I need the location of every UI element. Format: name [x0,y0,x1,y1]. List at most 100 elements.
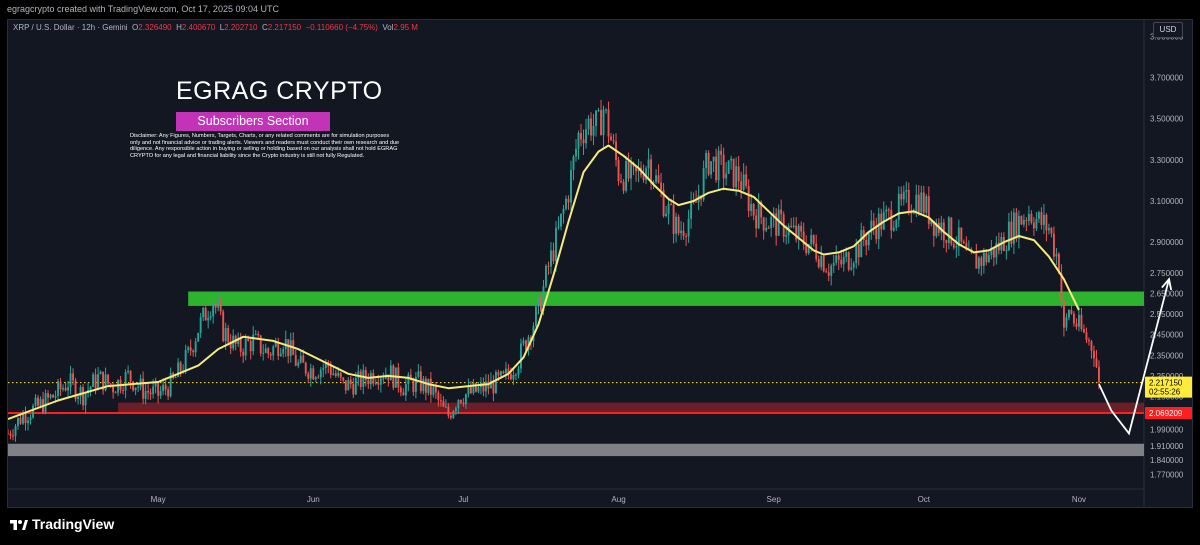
tradingview-wordmark: TradingView [32,516,115,532]
candle-body [197,332,200,342]
candle-body [27,420,29,424]
candle-body [822,255,825,272]
candle-body [357,371,360,379]
candle-body [740,181,743,191]
candle-body [802,231,805,245]
candles-group [8,99,1100,442]
candle-body [1020,216,1023,225]
candle-body [830,265,833,276]
candle-body [474,383,477,392]
candle-body [842,256,845,265]
candle-body [347,379,350,391]
candle-body [204,307,207,321]
candle-body [389,365,392,381]
candle-body [927,196,930,225]
candle-body [259,335,262,354]
candle-body [319,369,322,378]
candle-body [887,209,890,211]
candle-body [747,185,750,211]
candle-body [827,272,830,276]
candle-body [605,109,607,111]
chart-panel[interactable]: 3.9000003.7000003.5000003.3000003.100000… [7,19,1193,508]
candle-body [690,201,693,219]
x-tick-label: Nov [1072,495,1086,504]
candle-body [164,384,167,390]
candle-body [582,139,585,144]
candle-body [59,381,62,390]
disclaimer-text: Disclaimer: Any Figures, Numbers, Target… [130,133,400,159]
candle-body [890,209,893,231]
candle-body [92,374,95,387]
candle-body [507,368,510,374]
moving-average-line [8,144,1080,421]
candle-body [67,387,70,391]
candle-body [600,110,602,136]
low-value: 2.202710 [224,23,258,32]
candle-body [932,220,935,236]
candle-body [617,159,620,182]
candle-body [750,203,753,211]
candle-body [202,307,205,318]
candle-body [567,198,570,203]
candle-body [1077,314,1080,327]
candle-body [685,236,688,238]
candle-body [957,227,960,247]
candle-body [8,433,9,435]
candle-body [902,191,905,200]
price-chart[interactable]: 3.9000003.7000003.5000003.3000003.100000… [8,20,1193,508]
candle-body [727,160,730,174]
candle-body [545,265,547,287]
volume-label: Vol [382,23,394,32]
candle-body [777,209,780,236]
candle-body [502,371,505,374]
candle-body [705,152,708,169]
candle-body [995,242,998,258]
candle-body [955,246,958,248]
candle-body [227,328,230,343]
candle-body [732,158,735,188]
candle-body [207,317,210,321]
candle-body [572,156,575,170]
candle-body [975,253,978,269]
candle-body [94,374,97,389]
candle-body [214,303,217,308]
candle-body [742,174,745,191]
candle-body [272,346,275,356]
candle-body [735,166,738,188]
candle-body [382,378,385,380]
candle-body [294,354,297,366]
candle-body [222,311,225,342]
candle-body [149,392,152,395]
x-tick-label: May [151,495,166,504]
x-tick-label: Oct [918,495,931,504]
candle-body [437,392,440,401]
candle-body [402,392,405,396]
candle-body [535,306,537,327]
candle-body [97,374,100,389]
candle-body [840,259,843,265]
candle-body [595,110,597,126]
candle-body [1088,339,1090,342]
candle-body [302,355,305,363]
candle-body [412,380,415,392]
candle-body [1005,250,1008,252]
candle-body [895,220,898,228]
candle-body [62,387,64,390]
candle-body [587,118,590,130]
candle-body [665,213,668,217]
candle-body [855,244,858,264]
candle-body [189,347,192,351]
candle-body [1047,228,1050,231]
candle-body [374,382,377,384]
candle-body [154,382,157,387]
currency-button[interactable]: USD [1153,22,1183,38]
projection-arrow-path [1098,278,1170,436]
candle-body [457,399,460,409]
candle-body [89,386,92,390]
candle-body [312,368,315,380]
candle-body [695,201,698,203]
candle-body [707,152,710,175]
candle-body [464,394,467,405]
candle-body [602,109,605,136]
candle-body [560,213,562,227]
